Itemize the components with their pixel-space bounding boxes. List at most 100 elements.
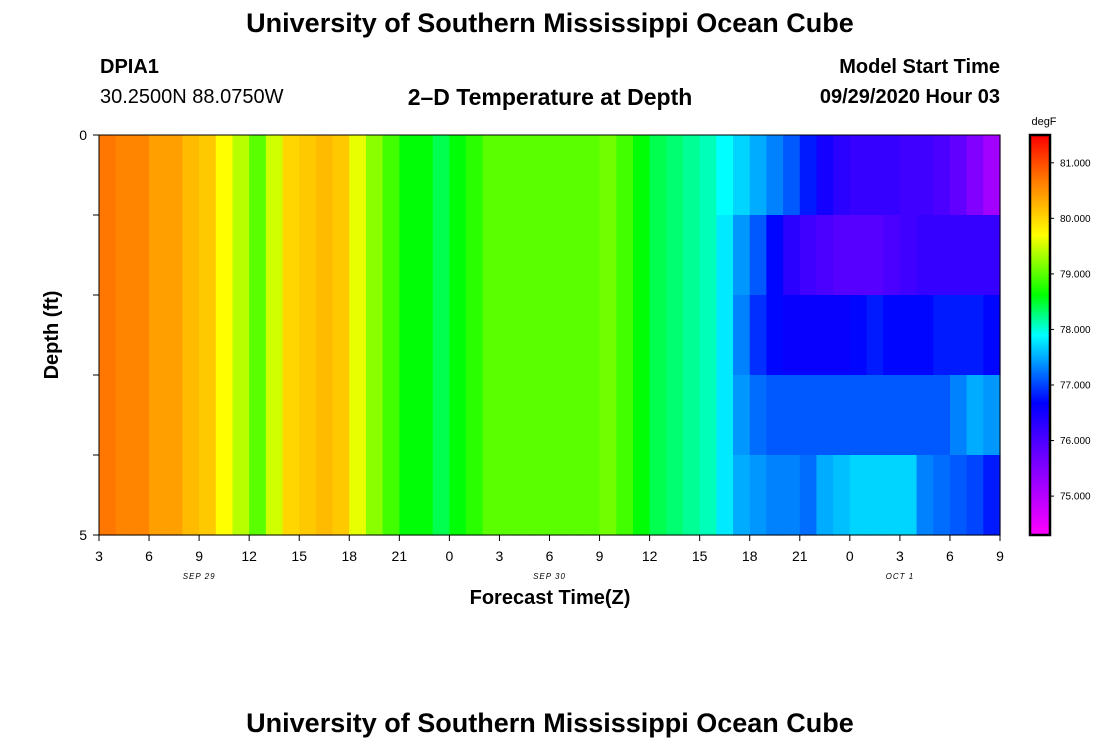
forecast-time-axis: 3 6 9 12 15 18 21 0 3 6 9 12 15 18 21 0 3 6 9 SEP 29 SEP 30 O… (95, 535, 1004, 581)
x-tick-label: 6 (546, 548, 554, 564)
heatmap-cell (899, 375, 918, 456)
heatmap-cell (315, 215, 334, 296)
heatmap-cell (182, 455, 200, 536)
heatmap-cell (349, 295, 367, 376)
colorbar: degF 81.000 80.000 79.000 78.000 77.000 76.00… (1028, 116, 1091, 537)
heatmap-cell (682, 135, 701, 216)
heatmap-cell (182, 375, 200, 456)
heatmap-cell (799, 455, 818, 536)
heatmap-cell (632, 295, 651, 376)
colorbar-tick-label: 79.000 (1060, 269, 1091, 280)
heatmap-cell (549, 295, 567, 376)
colorbar-gradient (1028, 133, 1052, 537)
colorbar-tick-label: 80.000 (1060, 214, 1091, 225)
heatmap-cell (933, 375, 951, 456)
heatmap-cell (432, 135, 450, 216)
heatmap-cell (849, 295, 868, 376)
heatmap-cell (582, 375, 601, 456)
heatmap-cell (949, 455, 968, 536)
heatmap-cell (382, 295, 400, 376)
heatmap-cell (933, 295, 951, 376)
heatmap-cell (866, 215, 884, 296)
y-axis-label: Depth (ft) (41, 291, 63, 380)
heatmap-cell (416, 295, 434, 376)
heatmap-cell (516, 295, 534, 376)
heatmap-cell (365, 295, 384, 376)
heatmap-cell (332, 375, 350, 456)
heatmap-cell (232, 215, 250, 296)
heatmap-cell (733, 455, 751, 536)
heatmap-cell (332, 295, 350, 376)
colorbar-tick-label: 81.000 (1060, 158, 1091, 169)
heatmap-cell (916, 135, 934, 216)
heatmap-cell (365, 215, 384, 296)
heatmap-cell (516, 455, 534, 536)
heatmap-cell (315, 295, 334, 376)
x-tick-label: 3 (896, 548, 904, 564)
heatmap-cell (466, 455, 484, 536)
heatmap-cell (132, 135, 150, 216)
heatmap-cell (966, 215, 984, 296)
heatmap-cell (666, 455, 684, 536)
heatmap-cell (733, 295, 751, 376)
heatmap-cell (849, 215, 868, 296)
heatmap-cell (399, 135, 417, 216)
heatmap-cell (799, 135, 818, 216)
heatmap-cell (799, 375, 818, 456)
heatmap-cell (983, 375, 1001, 456)
heatmap-cell (416, 375, 434, 456)
heatmap-cell (883, 455, 901, 536)
x-tick-label: 0 (846, 548, 854, 564)
x-tick-label: 21 (792, 548, 808, 564)
heatmap-cell (232, 375, 250, 456)
heatmap-cell (599, 295, 617, 376)
heatmap-cell (132, 295, 150, 376)
x-tick-label: 6 (946, 548, 954, 564)
heatmap-cell (299, 215, 317, 296)
heatmap-cell (215, 215, 234, 296)
colorbar-ticks: 81.000 80.000 79.000 78.000 77.000 76.000 75.0… (1050, 158, 1091, 503)
heatmap-cell (566, 455, 584, 536)
heatmap-cell (399, 375, 417, 456)
heatmap-cell (516, 215, 534, 296)
heatmap-cell (699, 375, 717, 456)
model-start-value: 09/29/2020 Hour 03 (819, 86, 1000, 108)
heatmap-cell (182, 135, 200, 216)
heatmap-cell (883, 375, 901, 456)
heatmap-cell (616, 135, 634, 216)
heatmap-cell (899, 135, 918, 216)
heatmap-cell (165, 295, 184, 376)
heatmap-cell (749, 295, 768, 376)
heatmap-cell (199, 215, 217, 296)
heatmap-cell (549, 215, 567, 296)
model-start-label: Model Start Time (839, 56, 1000, 78)
x-tick-label: 3 (496, 548, 504, 564)
heatmap-cell (582, 455, 601, 536)
heatmap-cell (599, 215, 617, 296)
heatmap-cell (215, 455, 234, 536)
heatmap-cell (182, 295, 200, 376)
heatmap-cell (199, 455, 217, 536)
heatmap-cell (349, 215, 367, 296)
heatmap-cell (265, 375, 284, 456)
heatmap-cell (165, 375, 184, 456)
heatmap-cell (265, 135, 284, 216)
y-tick-label: 5 (79, 527, 87, 543)
heatmap-cell (315, 455, 334, 536)
heatmap-cell (866, 135, 884, 216)
colorbar-unit: degF (1031, 116, 1056, 128)
heatmap-cell (449, 215, 467, 296)
heatmap-cell (149, 295, 167, 376)
heatmap-cell (849, 375, 868, 456)
heatmap-cell (766, 215, 784, 296)
heatmap-cell (699, 215, 717, 296)
heatmap-cell (549, 455, 567, 536)
heatmap-cell (215, 295, 234, 376)
x-tick-label: 18 (341, 548, 357, 564)
plot-title: 2–D Temperature at Depth (407, 84, 693, 110)
main-title: University of Southern Mississippi Ocean… (246, 8, 854, 38)
heatmap-cell (165, 455, 184, 536)
x-tick-label: 18 (742, 548, 758, 564)
heatmap-cell (616, 375, 634, 456)
heatmap-cell (716, 295, 734, 376)
